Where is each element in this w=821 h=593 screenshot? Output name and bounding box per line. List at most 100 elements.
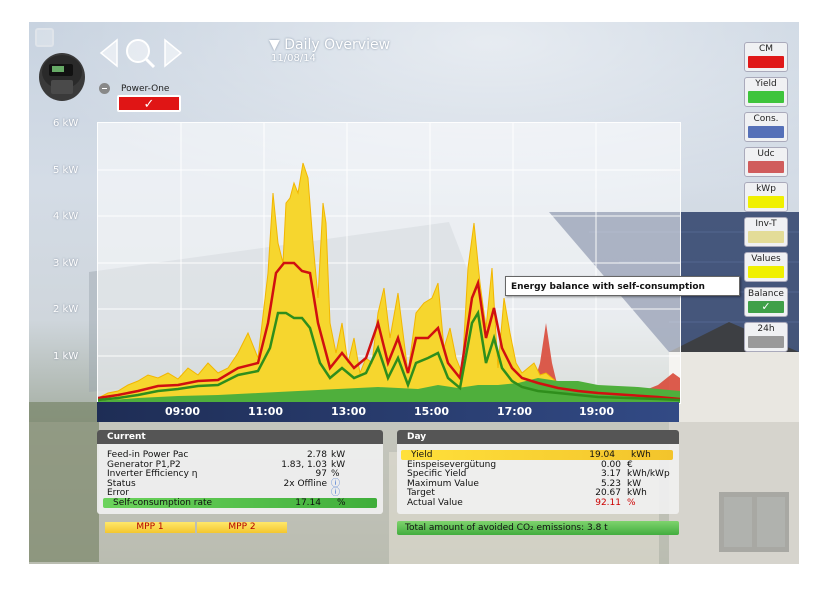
data-row: Feed-in Power Pac 2.78 kW	[97, 450, 383, 460]
total-power-line	[97, 261, 681, 401]
inverter-checkbox[interactable]: ✓	[117, 95, 181, 112]
self-consumption-area	[98, 378, 680, 403]
data-row: Einspeisevergütung 0.00 €	[397, 460, 679, 470]
x-tick-label: 11:00	[248, 405, 284, 418]
x-axis-bar	[97, 402, 679, 422]
row-label: Specific Yield	[407, 469, 467, 479]
row-value: 2x Offline	[283, 478, 327, 489]
row-unit: %	[331, 469, 340, 479]
feed-in-line	[97, 309, 681, 402]
color-swatch	[748, 91, 784, 103]
y-tick-label: 2 kW	[53, 304, 79, 315]
row-label: Error	[107, 488, 129, 498]
toggle-label: Cons.	[753, 114, 779, 124]
row-value: 5.23	[600, 478, 621, 489]
data-row: Status 2x Offline ⓘ	[97, 479, 383, 489]
power-chart[interactable]	[97, 122, 681, 404]
monitoring-window: ▼ Daily Overview 11/08/14 Power-One ✓ 6 …	[29, 22, 799, 564]
x-tick-label: 17:00	[497, 405, 533, 418]
color-swatch	[748, 56, 784, 68]
mpp2-indicator: MPP 2	[197, 522, 287, 533]
row-label: Feed-in Power Pac	[107, 450, 189, 460]
toggle-cons[interactable]: Cons.	[744, 112, 788, 142]
color-swatch	[748, 161, 784, 173]
color-swatch	[748, 126, 784, 138]
current-date: 11/08/14	[271, 53, 316, 64]
color-swatch	[748, 266, 784, 278]
toggle-label: Values	[751, 254, 781, 264]
data-row: Specific Yield 3.17 kWh/kWp	[397, 469, 679, 479]
color-swatch: ✓	[748, 301, 784, 313]
info-icon[interactable]: ⓘ	[331, 478, 341, 489]
current-panel: Current Feed-in Power Pac 2.78 kW Generator…	[97, 430, 383, 514]
chart-tooltip: Energy balance with self-consumption	[505, 276, 740, 296]
row-label: Yield	[411, 450, 433, 460]
data-row: Generator P1,P2 1.83, 1.03 kW	[97, 460, 383, 470]
y-tick-label: 3 kW	[53, 258, 79, 269]
mpp1-indicator: MPP 1	[105, 522, 195, 533]
row-unit: kWh/kWp	[627, 469, 670, 479]
y-tick-label: 1 kW	[53, 351, 79, 362]
next-day-button[interactable]	[161, 38, 185, 72]
power-chart-svg	[97, 123, 681, 404]
data-row: Yield 19.04 kWh	[401, 450, 673, 460]
toggle-label: Udc	[757, 149, 775, 159]
toggle-label: Balance	[748, 289, 784, 299]
toggle-label: Inv-T	[755, 219, 777, 229]
check-icon: ✓	[143, 97, 155, 112]
toggle-label: CM	[758, 44, 774, 54]
row-value: 1.83, 1.03	[281, 459, 327, 470]
check-icon: ✓	[761, 300, 771, 313]
day-panel: Day Yield 19.04 kWh Einspeisevergütung 0.00 €…	[397, 430, 679, 514]
row-unit: kWh	[627, 488, 647, 498]
toggle-balance[interactable]: Balance ✓	[744, 287, 788, 317]
toggle-cm[interactable]: CM	[744, 42, 788, 72]
toggle-udc[interactable]: Udc	[744, 147, 788, 177]
row-unit: kW	[331, 459, 346, 470]
select-checkbox[interactable]	[35, 28, 54, 47]
x-tick-label: 19:00	[579, 405, 615, 418]
row-label: Maximum Value	[407, 478, 479, 489]
chevron-down-icon[interactable]: ▼	[269, 37, 280, 53]
row-label: Inverter Efficiency η	[107, 469, 198, 479]
row-label: Target	[407, 488, 435, 498]
collapse-icon[interactable]	[99, 83, 110, 94]
row-value: 3.17	[600, 469, 621, 479]
toggle-24h[interactable]: 24h	[744, 322, 788, 352]
color-swatch	[748, 231, 784, 243]
page-title: Daily Overview	[284, 37, 391, 53]
row-unit: €	[627, 459, 633, 470]
data-row: Inverter Efficiency η 97%	[97, 469, 383, 479]
toggle-yield[interactable]: Yield	[744, 77, 788, 107]
row-unit: kW	[627, 478, 642, 489]
row-value: 97	[315, 469, 327, 479]
yield-area	[97, 162, 681, 404]
row-unit: kWh	[631, 450, 651, 460]
x-tick-label: 15:00	[414, 405, 450, 418]
toggle-label: kWp	[756, 184, 776, 194]
data-row: Maximum Value 5.23 kW	[397, 479, 679, 489]
x-tick-label: 13:00	[331, 405, 367, 418]
previous-day-button[interactable]	[97, 38, 121, 72]
row-value: 92.11	[595, 497, 621, 508]
data-row: Error ⓘ	[97, 488, 383, 498]
row-value: 20.67	[595, 488, 621, 498]
info-icon[interactable]: ⓘ	[331, 488, 341, 498]
data-row: Target 20.67 kWh	[397, 488, 679, 498]
co2-savings-bar: Total amount of avoided CO₂ emissions: 3…	[397, 521, 679, 535]
color-swatch	[748, 196, 784, 208]
row-label: Status	[107, 478, 136, 489]
color-swatch	[748, 336, 784, 348]
inverter-toggle[interactable]: Power-One ✓	[117, 82, 181, 112]
toggle-inv-t[interactable]: Inv-T	[744, 217, 788, 247]
toggle-kwp[interactable]: kWp	[744, 182, 788, 212]
day-panel-title: Day	[397, 430, 679, 444]
row-unit: %	[627, 497, 636, 508]
view-title[interactable]: ▼ Daily Overview	[269, 37, 390, 53]
row-label: Einspeisevergütung	[407, 459, 497, 470]
search-icon[interactable]	[123, 36, 157, 74]
row-label: Generator P1,P2	[107, 459, 181, 470]
y-tick-label: 4 kW	[53, 211, 79, 222]
row-value: 17.14	[295, 497, 321, 508]
toggle-values[interactable]: Values	[744, 252, 788, 282]
